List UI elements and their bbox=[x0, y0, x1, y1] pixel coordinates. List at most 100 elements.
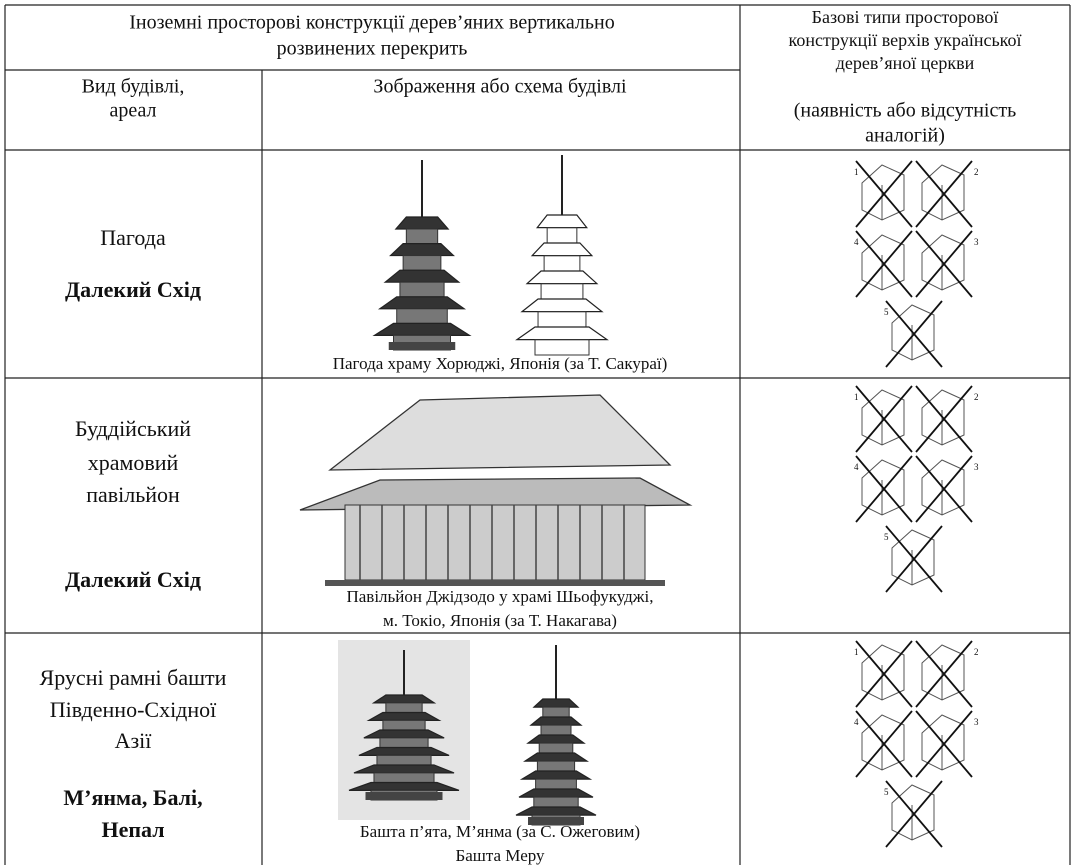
pavilion-illustration bbox=[299, 394, 693, 586]
sketch-number: 1 bbox=[854, 647, 859, 657]
building-name: Буддійський bbox=[75, 416, 191, 441]
roof bbox=[520, 298, 604, 313]
building-area: Непал bbox=[101, 817, 164, 842]
roof bbox=[536, 214, 588, 229]
pagoda-illustration bbox=[372, 160, 472, 351]
structure-sketch: 5 bbox=[884, 300, 943, 368]
building-area: Далекий Схід bbox=[65, 567, 201, 592]
structure-sketch: 1 bbox=[854, 385, 913, 453]
structure-sketch: 4 bbox=[854, 710, 913, 778]
roof bbox=[515, 326, 609, 341]
sketch-number: 2 bbox=[974, 167, 979, 177]
roof bbox=[515, 806, 597, 816]
cross-out bbox=[915, 160, 973, 228]
pagoda-illustration bbox=[515, 645, 597, 826]
storey bbox=[402, 255, 442, 271]
header-text: Зображення або схема будівлі bbox=[373, 76, 627, 98]
roof bbox=[372, 322, 472, 336]
sketch-number: 1 bbox=[854, 392, 859, 402]
sketch-number: 4 bbox=[854, 237, 859, 247]
building-name: Ярусні рамні башти bbox=[40, 665, 227, 690]
image-caption: м. Токіо, Японія (за Т. Накагава) bbox=[383, 611, 617, 630]
storey bbox=[536, 760, 576, 772]
header-text: Базові типи просторової bbox=[812, 7, 999, 27]
building-name: Пагода bbox=[100, 225, 166, 250]
cross-out bbox=[885, 525, 943, 593]
base bbox=[325, 580, 665, 586]
base bbox=[365, 792, 443, 800]
pagoda-illustration bbox=[515, 155, 609, 356]
structure-sketch: 5 bbox=[884, 525, 943, 593]
header-text: ареал bbox=[109, 100, 156, 122]
image-caption: Павільйон Джідзодо у храмі Шьофукуджі, bbox=[346, 587, 653, 606]
sketch-number: 5 bbox=[884, 787, 889, 797]
header-text: розвинених перекрить bbox=[277, 38, 468, 60]
sketch-number: 1 bbox=[854, 167, 859, 177]
storey bbox=[537, 311, 587, 328]
structure-sketch: 2 bbox=[915, 640, 979, 708]
cross-out bbox=[885, 780, 943, 848]
roof bbox=[377, 296, 467, 310]
cross-out bbox=[915, 385, 973, 453]
roof bbox=[519, 770, 593, 780]
structure-sketch: 2 bbox=[915, 385, 979, 453]
cross-out bbox=[855, 710, 913, 778]
storey bbox=[533, 796, 579, 808]
base bbox=[388, 342, 456, 350]
image-caption: Башта п’ята, М’янма (за С. Ожеговим) bbox=[360, 822, 640, 841]
storey bbox=[542, 706, 570, 718]
structure-sketch: 5 bbox=[884, 780, 943, 848]
roof bbox=[328, 394, 672, 471]
structure-sketch: 2 bbox=[915, 160, 979, 228]
storey bbox=[376, 754, 432, 766]
roof bbox=[529, 716, 583, 726]
structure-sketch: 4 bbox=[854, 455, 913, 523]
roof bbox=[530, 242, 594, 257]
building-name: Азії bbox=[115, 728, 153, 753]
storey bbox=[373, 772, 435, 783]
cross-out bbox=[855, 640, 913, 708]
cross-out bbox=[915, 710, 973, 778]
roof bbox=[532, 698, 580, 708]
header-text: Іноземні просторові конструкції дерев’ян… bbox=[129, 12, 614, 34]
building-name: Південно-Східної bbox=[50, 697, 217, 722]
cross-out bbox=[855, 160, 913, 228]
header-text: (наявність або відсутність bbox=[794, 100, 1016, 122]
roof bbox=[526, 734, 586, 744]
illustrations: 1 2 4 3 5 1 2 4 3 5 1 2 4 3 5 bbox=[299, 155, 979, 848]
storey bbox=[382, 719, 426, 731]
cross-out bbox=[915, 455, 973, 523]
storey bbox=[535, 778, 577, 790]
wall bbox=[344, 504, 646, 581]
sketch-number: 2 bbox=[974, 392, 979, 402]
sketch-number: 5 bbox=[884, 532, 889, 542]
building-area: М’янма, Балі, bbox=[63, 785, 202, 810]
sketch-number: 5 bbox=[884, 307, 889, 317]
storey bbox=[546, 227, 578, 244]
roof bbox=[525, 270, 599, 285]
table-grid bbox=[4, 4, 1071, 865]
structure-sketch: 1 bbox=[854, 160, 913, 228]
structure-sketch: 1 bbox=[854, 640, 913, 708]
storey bbox=[540, 283, 584, 300]
header-text: аналогій) bbox=[865, 125, 945, 147]
sketch-number: 3 bbox=[974, 462, 979, 472]
cross-out bbox=[855, 230, 913, 298]
storey bbox=[543, 255, 581, 272]
roof bbox=[389, 243, 455, 257]
structure-sketch: 3 bbox=[915, 455, 979, 523]
sketch-number: 4 bbox=[854, 462, 859, 472]
storey bbox=[538, 742, 574, 754]
storey bbox=[396, 308, 448, 324]
cross-out bbox=[855, 385, 913, 453]
storey bbox=[399, 281, 445, 298]
cross-out bbox=[915, 230, 973, 298]
sketch-number: 2 bbox=[974, 647, 979, 657]
cross-out bbox=[915, 640, 973, 708]
roof bbox=[518, 788, 594, 798]
sketch-number: 3 bbox=[974, 717, 979, 727]
building-name: павільйон bbox=[86, 482, 180, 507]
image-caption: Пагода храму Хорюджі, Японія (за Т. Саку… bbox=[333, 354, 668, 373]
header-text: Вид будівлі, bbox=[82, 76, 185, 98]
